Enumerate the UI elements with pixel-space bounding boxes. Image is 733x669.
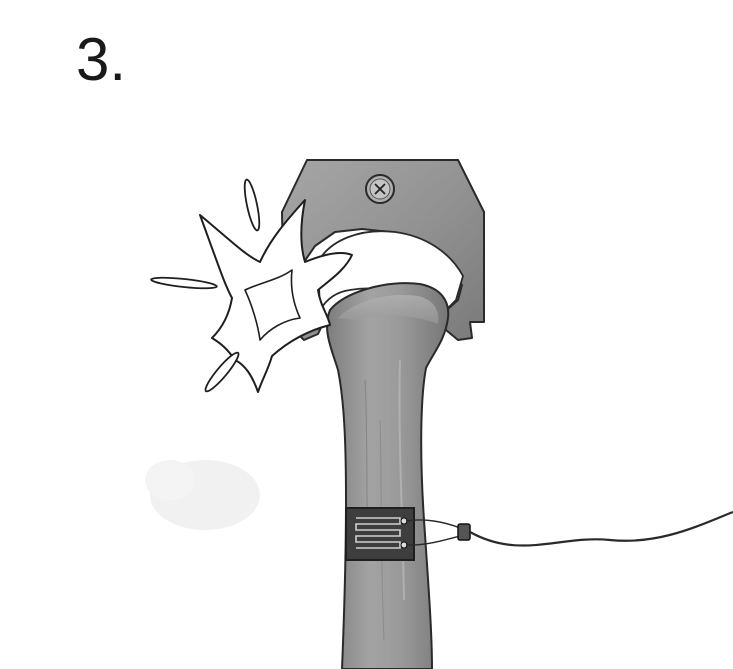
wire-cable-icon xyxy=(405,510,733,547)
clamp-fixture xyxy=(281,159,485,341)
strain-gauge-icon xyxy=(345,507,415,561)
background-smudge xyxy=(145,460,260,530)
screw-icon xyxy=(365,174,395,204)
impact-burst-icon xyxy=(150,178,353,393)
bone-specimen xyxy=(326,282,450,669)
step-number: 3. xyxy=(76,26,127,93)
